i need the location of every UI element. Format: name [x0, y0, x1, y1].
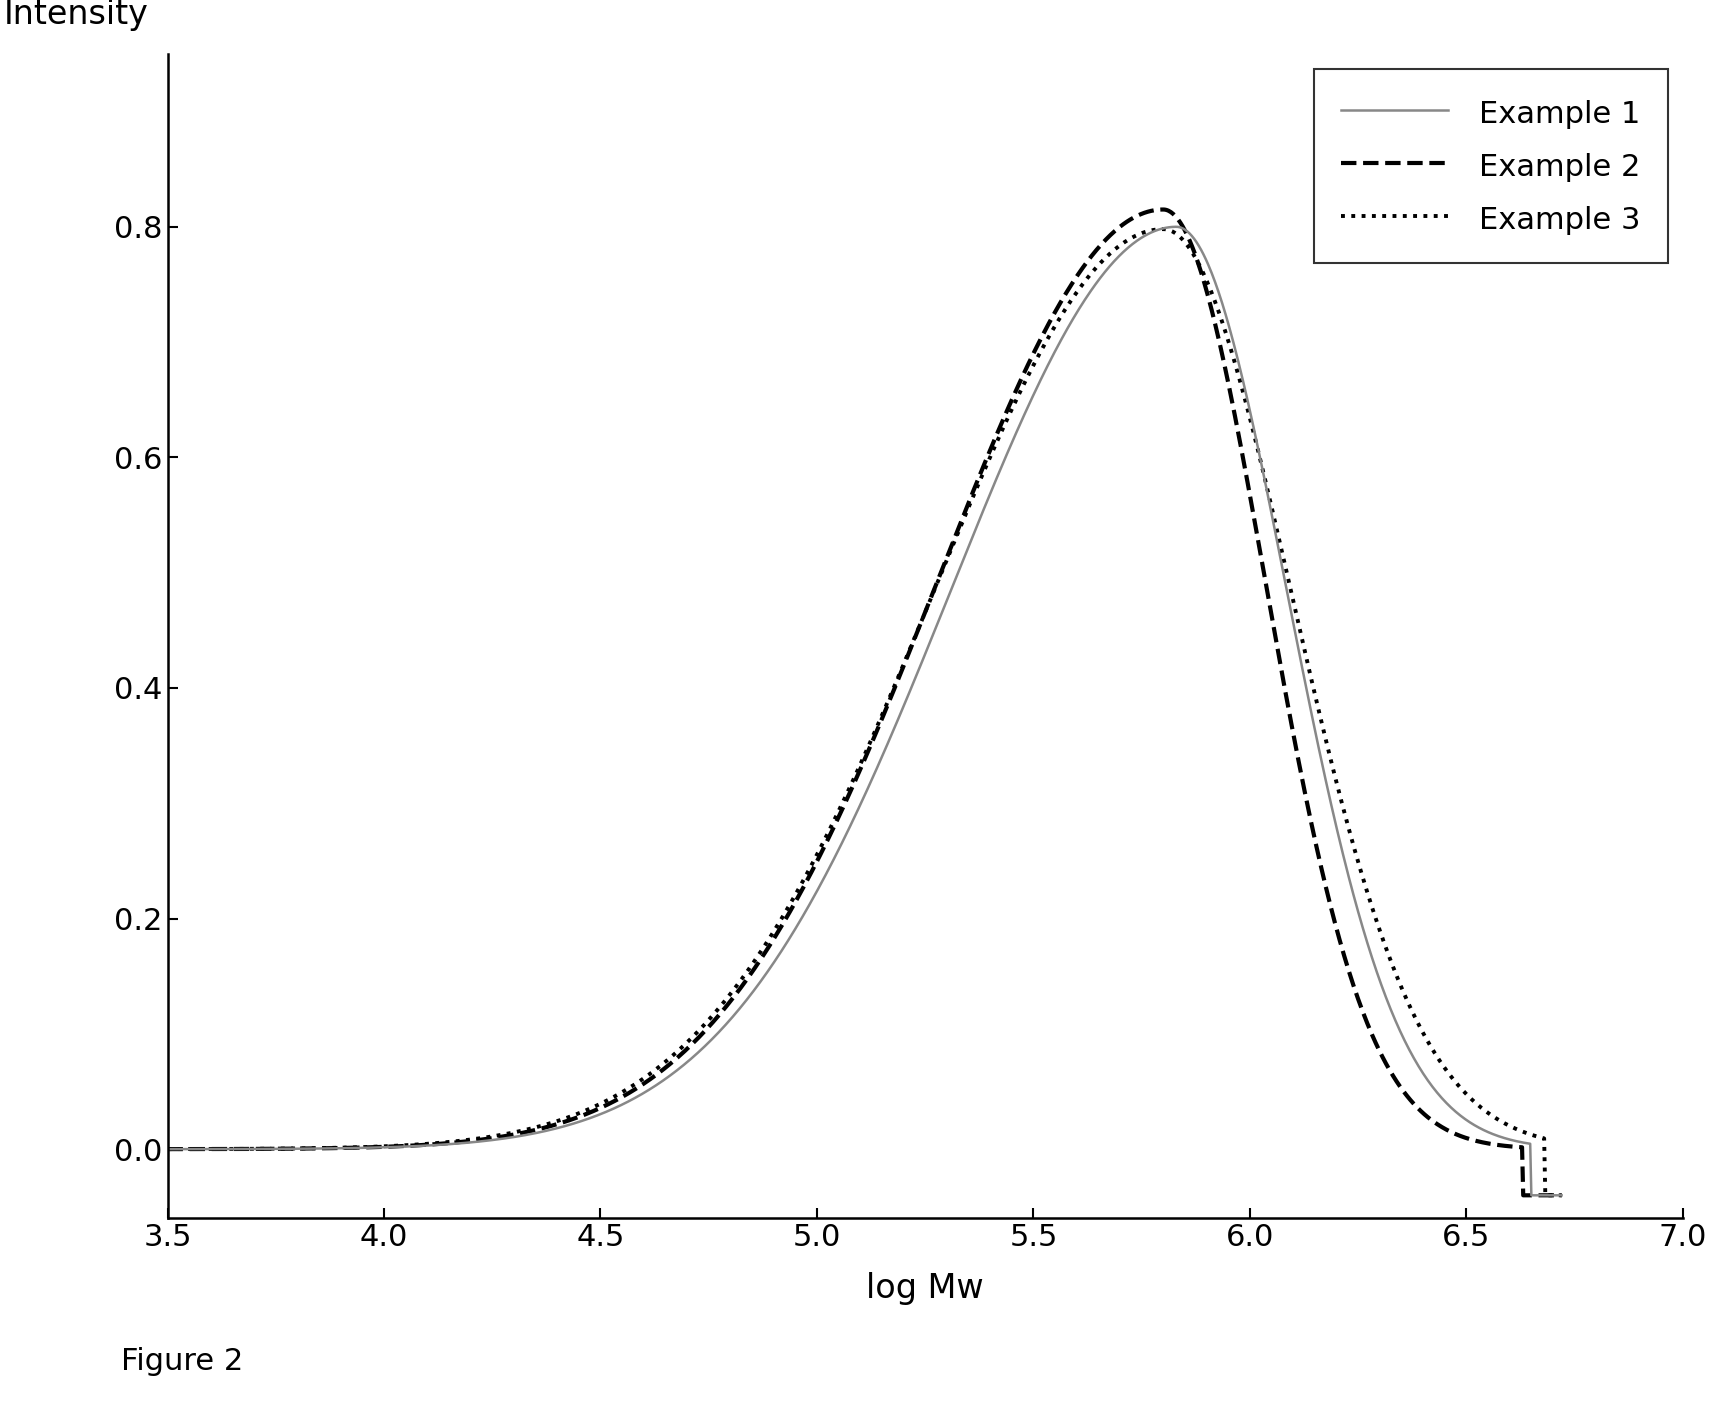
Example 3 — [157, 1141, 177, 1158]
Example 1 — [393, 1138, 413, 1155]
Example 2 — [920, 593, 940, 610]
Example 3 — [1552, 1186, 1572, 1203]
Line: Example 3: Example 3 — [167, 228, 1562, 1195]
Example 2 — [1514, 1186, 1534, 1203]
Example 3 — [890, 664, 911, 681]
Example 2 — [343, 1139, 363, 1156]
Example 2 — [627, 1080, 647, 1097]
Example 3 — [1534, 1186, 1555, 1203]
Y-axis label: Intensity: Intensity — [3, 0, 150, 31]
Example 2 — [890, 667, 911, 684]
Example 1 — [1166, 219, 1186, 236]
Example 3 — [343, 1139, 363, 1156]
Line: Example 2: Example 2 — [167, 210, 1562, 1195]
Text: Figure 2: Figure 2 — [121, 1348, 243, 1376]
Example 1 — [627, 1088, 647, 1105]
Example 2 — [1152, 201, 1173, 219]
Example 3 — [393, 1137, 413, 1154]
Example 2 — [761, 932, 782, 949]
Example 1 — [761, 956, 782, 973]
Example 3 — [761, 925, 782, 942]
Example 2 — [393, 1138, 413, 1155]
Example 1 — [1552, 1186, 1572, 1203]
Example 1 — [157, 1141, 177, 1158]
Example 1 — [920, 636, 940, 653]
Example 2 — [157, 1141, 177, 1158]
Example 3 — [1152, 220, 1173, 237]
Example 3 — [920, 595, 940, 612]
Example 1 — [343, 1139, 363, 1156]
Example 3 — [627, 1074, 647, 1091]
Example 1 — [1521, 1186, 1541, 1203]
Example 1 — [890, 707, 911, 724]
Legend: Example 1, Example 2, Example 3: Example 1, Example 2, Example 3 — [1314, 70, 1667, 263]
X-axis label: log Mw: log Mw — [866, 1271, 983, 1304]
Line: Example 1: Example 1 — [167, 227, 1562, 1195]
Example 2 — [1552, 1186, 1572, 1203]
